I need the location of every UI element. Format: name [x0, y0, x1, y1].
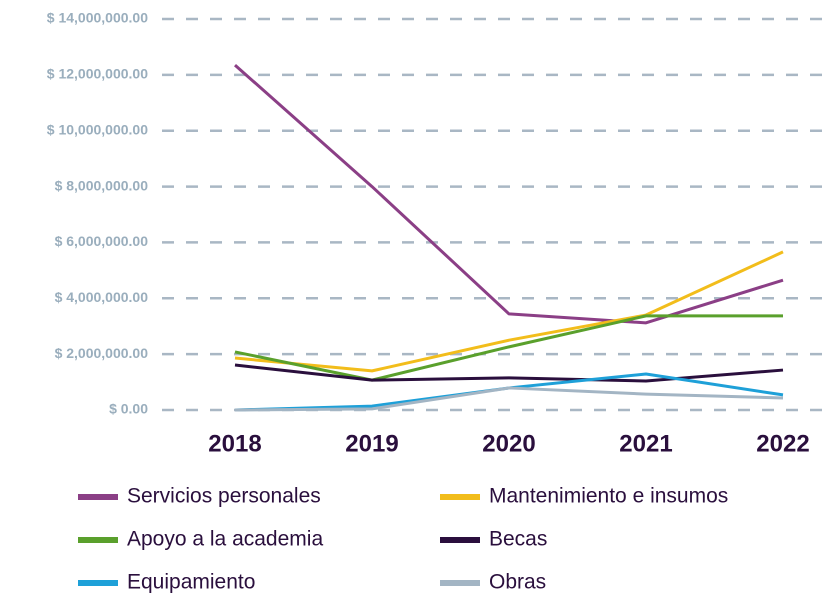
- y-tick-label: $ 4,000,000.00: [55, 289, 149, 305]
- line: [234, 314, 783, 382]
- x-tick-label: 2021: [619, 430, 672, 457]
- legend-label: Servicios personales: [127, 485, 321, 508]
- y-tick-label: $ 6,000,000.00: [55, 233, 149, 249]
- y-tick-label: $ 0.00: [109, 401, 148, 417]
- x-tick-label: 2019: [345, 430, 398, 457]
- line: [234, 363, 784, 383]
- y-tick-label: $ 14,000,000.00: [47, 10, 148, 26]
- line: [234, 386, 784, 412]
- x-tick-label: 2018: [208, 430, 261, 457]
- legend-label: Mantenimiento e insumos: [489, 485, 728, 508]
- line: [234, 63, 784, 325]
- legend-label: Obras: [489, 571, 546, 594]
- legend-label: Apoyo a la academia: [127, 528, 323, 551]
- y-tick-label: $ 8,000,000.00: [55, 177, 149, 193]
- x-tick-label: 2022: [756, 430, 809, 457]
- y-tick-label: $ 10,000,000.00: [47, 121, 148, 137]
- legend-label: Equipamiento: [127, 571, 255, 594]
- x-tick-label: 2020: [482, 430, 535, 457]
- y-tick-label: $ 2,000,000.00: [55, 345, 149, 361]
- legend-label: Becas: [489, 528, 547, 551]
- y-tick-label: $ 12,000,000.00: [47, 66, 148, 82]
- line: [234, 250, 784, 373]
